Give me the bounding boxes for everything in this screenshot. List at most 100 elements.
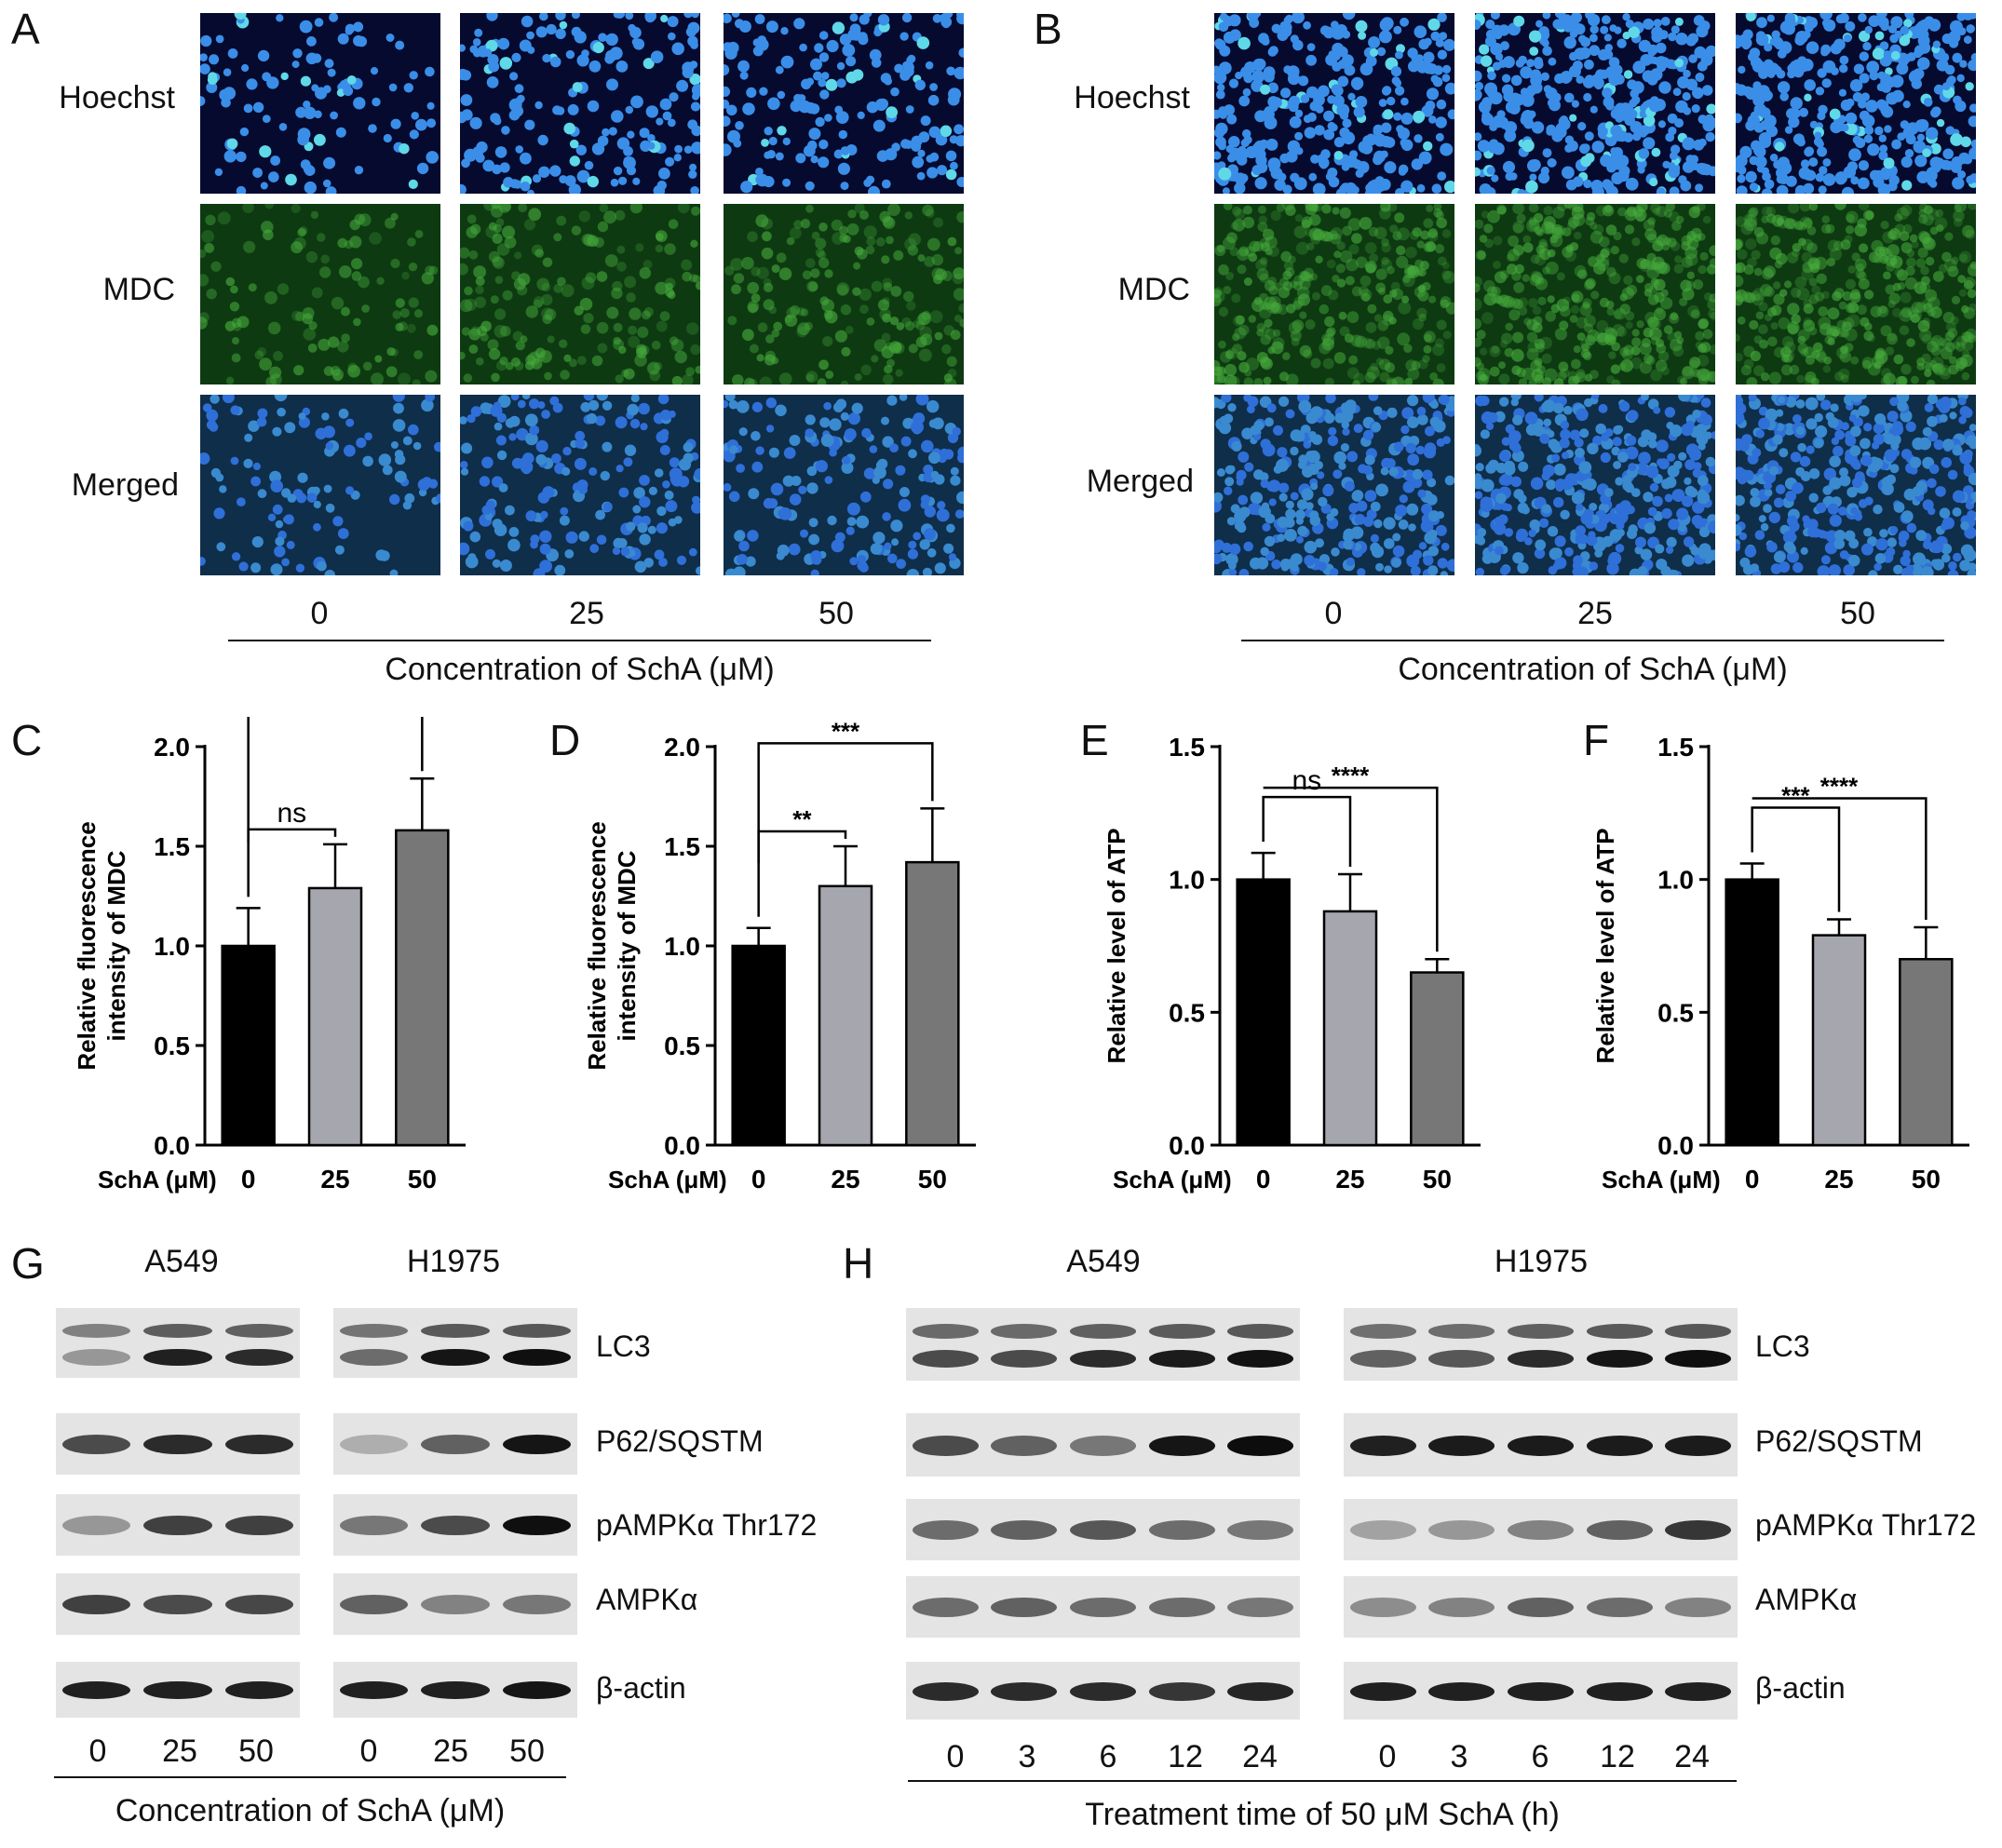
y-tick-label: 1.5 [1169,733,1205,762]
blot-band [1227,1435,1294,1456]
blot-band [1665,1520,1732,1541]
blot-strip [1344,1413,1738,1477]
group-label-a549: A549 [1066,1244,1141,1279]
blot-band [912,1520,979,1541]
y-tick-label: 0.0 [1169,1131,1205,1160]
tick-label: 25 [1577,596,1613,631]
y-tick-label: 2.0 [154,733,190,762]
y-tick-label: 0.5 [1657,998,1694,1027]
bar-50 [1899,958,1954,1147]
y-tick-label: 1.5 [1657,733,1694,762]
divider-line [908,1780,1737,1782]
significance-bracket [757,830,847,917]
bar-25 [1811,934,1867,1147]
tick-label: 50 [1840,596,1875,631]
chart-e: 0.0 0.5 1.0 1.5 Relative level of ATP 0 25 50 Sc… [1102,733,1481,1194]
significance-bracket [1263,786,1439,952]
bar-50 [1410,971,1465,1147]
blot-band [991,1435,1058,1456]
x-tick-label: 50 [408,1165,437,1194]
blot-band [1148,1520,1215,1541]
blot-strip [56,1413,300,1475]
blot-band [143,1323,212,1338]
bar-0 [1725,878,1779,1147]
y-tick-label: 0.5 [1169,998,1205,1027]
group-label-h1975: H1975 [1494,1244,1589,1279]
blot-band [61,1516,131,1536]
x-tick-label: 25 [1335,1165,1364,1194]
blot-band [991,1350,1058,1368]
significance-label: **** [1820,773,1859,801]
panel-letter-b: B [1034,5,1062,53]
blot-band [1586,1350,1653,1368]
y-axis-label: intensity of MDC [102,850,130,1041]
mdc-micrograph [460,204,700,384]
blot-band [339,1435,409,1455]
blot-band [1069,1598,1137,1618]
panel-letter-e: E [1080,716,1109,764]
blot-band [1507,1598,1575,1618]
blot-strip [1344,1662,1738,1720]
blot-strip [906,1662,1300,1720]
blot-band [1507,1435,1575,1456]
merged-micrograph [1475,395,1715,575]
blot-band [1349,1598,1416,1618]
bar-25 [818,884,873,1147]
tick-label: 25 [569,596,604,631]
x-tick-label: 25 [831,1165,859,1194]
x-tick-label: 0 [1256,1165,1271,1194]
blot-band [1665,1435,1732,1456]
x-tick-label: 50 [1423,1165,1452,1194]
chart-d: 0.0 0.5 1.0 1.5 2.0 Relative fluorescence inte… [583,717,976,1194]
bar-0 [731,944,786,1147]
blot-band [1586,1520,1653,1541]
blot-band [421,1323,490,1338]
blot-band [991,1681,1058,1701]
x-axis-prefix: SchA (μM) [608,1166,727,1194]
blot-band [1665,1598,1732,1618]
mdc-micrograph [724,204,964,384]
tick-label: 50 [818,596,854,631]
bar-25 [307,886,363,1147]
blot-band [912,1435,979,1456]
blot-strip [333,1573,577,1635]
caption-h: Treatment time of 50 μM SchA (h) [1085,1797,1560,1832]
blot-strip [333,1413,577,1475]
tick-label: 0 [310,596,329,631]
blot-strip [56,1662,300,1718]
blot-band [1507,1350,1575,1368]
significance-label: *** [832,717,860,745]
mdc-micrograph [1214,204,1454,384]
divider-line [1241,640,1944,641]
row-label-mdc: MDC [102,272,175,307]
mdc-micrograph [200,204,440,384]
blot-band [912,1681,979,1701]
blot-band [912,1350,979,1368]
blot-band [1507,1324,1575,1339]
blot-band [1586,1435,1653,1456]
blot-band [1227,1598,1294,1618]
significance-bracket [1751,806,1841,912]
blot-strip [333,1308,577,1378]
blot-band [339,1323,409,1338]
tick-label: 0 [946,1739,965,1774]
blot-strip [333,1662,577,1718]
caption-g: Concentration of SchA (μM) [115,1793,506,1828]
y-axis-label: Relative fluorescence [583,821,611,1070]
blot-band [1349,1681,1416,1701]
blot-band [1148,1324,1215,1339]
blot-band [143,1595,212,1615]
blot-band [1586,1598,1653,1618]
blot-strip [906,1499,1300,1560]
y-axis-label: Relative level of ATP [1591,829,1619,1064]
panel-letter-a: A [11,5,40,53]
blot-band [912,1598,979,1618]
blot-band [61,1681,131,1700]
blot-band [502,1323,571,1338]
blot-band [421,1516,490,1536]
hoechst-micrograph [460,13,700,194]
blot-band [61,1435,131,1455]
blot-band [1428,1350,1495,1368]
blot-band [1227,1350,1294,1368]
significance-label: ** [792,805,812,833]
